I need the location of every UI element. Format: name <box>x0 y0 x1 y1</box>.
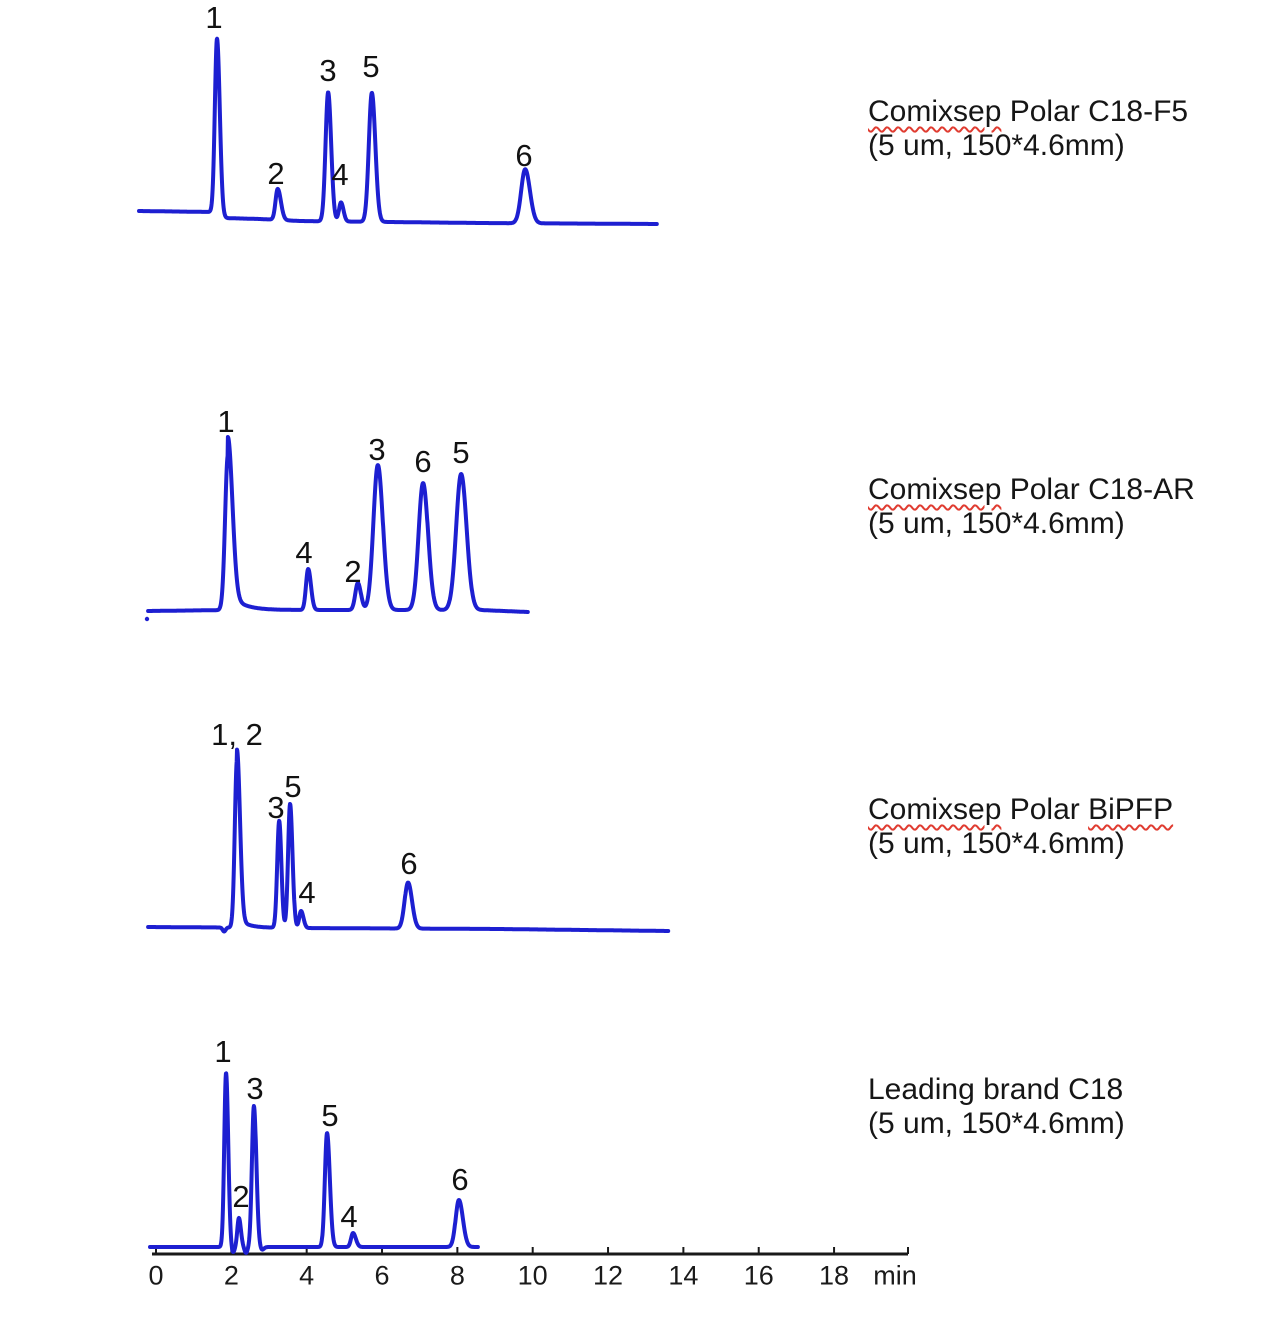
column-label-block: Comixsep Polar C18-AR (5 um, 150*4.6mm) <box>868 473 1195 541</box>
peak-label-4: 4 <box>295 535 313 570</box>
peak-label-6: 6 <box>414 444 432 479</box>
peak-label-4: 4 <box>331 157 349 192</box>
peak-label-1: 1 <box>205 0 223 35</box>
peak-label-1-2: 1, 2 <box>211 717 263 752</box>
x-axis-tick-label: 16 <box>743 1260 774 1291</box>
peak-label-2: 2 <box>344 554 362 589</box>
column-title-word-misspelled: Comixsep <box>868 793 1002 826</box>
x-axis-tick-label: 18 <box>819 1260 850 1291</box>
axis-unit-label: min <box>873 1260 917 1291</box>
peak-label-5: 5 <box>284 769 302 804</box>
peak-label-5: 5 <box>452 435 470 470</box>
peak-label-1: 1 <box>217 404 235 439</box>
peak-label-3: 3 <box>246 1071 264 1106</box>
column-title: Comixsep Polar C18-F5 <box>868 95 1188 129</box>
x-axis-tick-label: 12 <box>593 1260 624 1291</box>
x-axis-tick-label: 6 <box>374 1260 390 1291</box>
column-title-word: Polar C18-F5 <box>1001 95 1189 128</box>
column-subtitle: (5 um, 150*4.6mm) <box>868 507 1125 540</box>
peak-label-3: 3 <box>319 53 337 88</box>
column-title-word-misspelled: Comixsep <box>868 95 1002 128</box>
column-label-block: Comixsep Polar BiPFP (5 um, 150*4.6mm) <box>868 793 1173 861</box>
column-title-word-misspelled: Comixsep <box>868 473 1002 506</box>
peak-label-6: 6 <box>515 138 533 173</box>
x-axis-tick-label: 0 <box>148 1260 164 1291</box>
peak-label-4: 4 <box>340 1199 358 1234</box>
peak-label-6: 6 <box>451 1162 469 1197</box>
peak-label-2: 2 <box>232 1179 250 1214</box>
peak-label-4: 4 <box>298 875 316 910</box>
column-title-word: Leading brand C18 <box>868 1073 1124 1106</box>
chromatogram-trace-2 <box>146 435 530 614</box>
column-title-word-misspelled: BiPFP <box>1088 793 1174 826</box>
peak-label-1: 1 <box>214 1034 232 1069</box>
peak-label-3: 3 <box>267 790 285 825</box>
column-subtitle: (5 um, 150*4.6mm) <box>868 827 1125 860</box>
column-title: Leading brand C18 <box>868 1073 1125 1107</box>
column-title-word: Polar <box>1001 793 1089 826</box>
chromatogram-trace-3 <box>146 747 671 934</box>
peak-label-3: 3 <box>368 432 386 467</box>
column-title-word: Polar C18-AR <box>1001 473 1195 506</box>
x-axis-tick-label: 2 <box>223 1260 239 1291</box>
baseline-artifact-dot <box>144 616 150 622</box>
column-subtitle: (5 um, 150*4.6mm) <box>868 1107 1125 1140</box>
chromatogram-trace-1 <box>137 36 659 226</box>
x-axis-tick-label: 10 <box>517 1260 548 1291</box>
column-subtitle: (5 um, 150*4.6mm) <box>868 129 1125 162</box>
peak-label-2: 2 <box>267 156 285 191</box>
peak-label-5: 5 <box>362 49 380 84</box>
column-title: Comixsep Polar C18-AR <box>868 473 1195 507</box>
peak-label-5: 5 <box>321 1098 339 1133</box>
column-label-block: Leading brand C18 (5 um, 150*4.6mm) <box>868 1073 1125 1141</box>
column-title: Comixsep Polar BiPFP <box>868 793 1173 827</box>
x-axis-tick-label: 4 <box>299 1260 315 1291</box>
x-axis-tick-label: 14 <box>668 1260 699 1291</box>
chromatogram-trace-4 <box>148 1071 480 1255</box>
column-label-block: Comixsep Polar C18-F5 (5 um, 150*4.6mm) <box>868 95 1188 163</box>
x-axis-tick-label: 8 <box>449 1260 465 1291</box>
peak-label-6: 6 <box>400 846 418 881</box>
